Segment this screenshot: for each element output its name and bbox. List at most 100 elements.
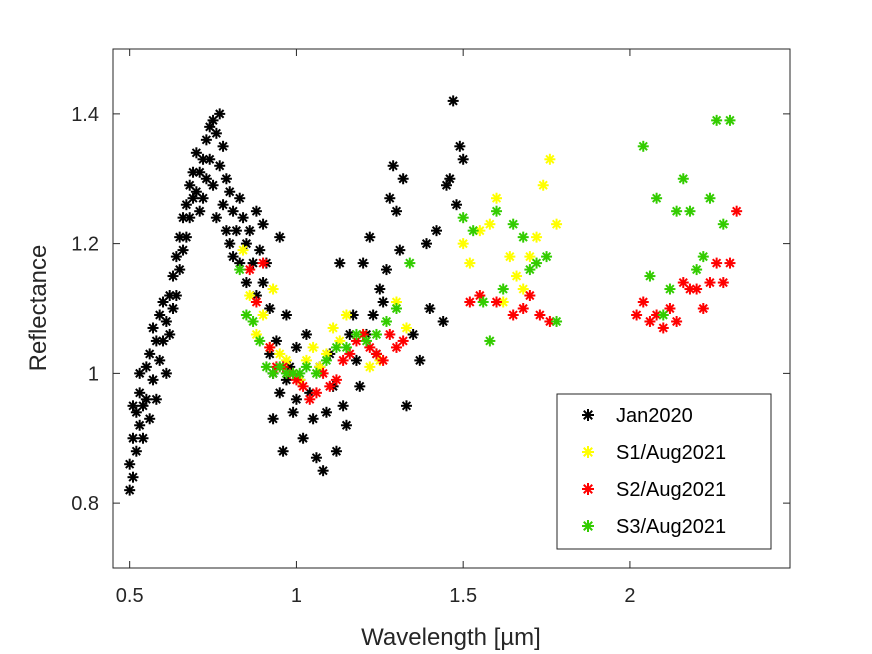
data-point (300, 328, 312, 340)
data-point (227, 251, 239, 263)
data-point (370, 348, 382, 360)
data-point (244, 225, 256, 237)
data-point (397, 173, 409, 185)
data-point (407, 328, 419, 340)
data-point (200, 173, 212, 185)
data-point (207, 114, 219, 126)
y-axis-label: Reflectance (25, 245, 52, 372)
data-point (264, 303, 276, 314)
data-point (484, 335, 496, 347)
data-point (400, 400, 412, 412)
data-point (504, 251, 516, 263)
data-point (227, 205, 239, 217)
data-point (704, 277, 716, 289)
data-point (731, 205, 743, 217)
data-point (257, 218, 269, 230)
data-point (310, 367, 322, 379)
data-point (210, 127, 222, 139)
data-point (257, 309, 269, 321)
data-point (194, 205, 206, 217)
series-1 (124, 95, 469, 496)
data-point (234, 264, 246, 276)
data-point (330, 341, 342, 353)
data-point (254, 335, 266, 347)
data-point (390, 341, 402, 353)
data-point (290, 341, 302, 353)
data-point (551, 315, 563, 327)
data-point (234, 192, 246, 204)
data-point (444, 173, 456, 185)
data-point (637, 296, 649, 308)
data-point (264, 341, 276, 353)
data-point (274, 387, 286, 399)
data-point (467, 225, 479, 237)
x-tick-label: 2 (624, 585, 635, 607)
data-point (334, 257, 346, 269)
data-point (644, 270, 656, 282)
data-point (304, 393, 316, 405)
legend-label: Jan2020 (616, 405, 693, 427)
data-point (651, 192, 663, 204)
data-point (491, 205, 503, 217)
data-point (214, 160, 226, 172)
data-point (267, 367, 279, 379)
data-point (214, 108, 226, 120)
data-point (387, 160, 399, 172)
data-point (380, 315, 392, 327)
x-tick-label: 1 (291, 585, 302, 607)
data-point (200, 134, 212, 146)
data-point (524, 251, 536, 263)
data-point (330, 445, 342, 457)
data-point (717, 277, 729, 289)
data-point (124, 484, 136, 496)
data-point (454, 140, 466, 152)
data-point (677, 173, 689, 185)
data-point (664, 283, 676, 295)
data-point (190, 186, 202, 198)
data-point (711, 114, 723, 126)
data-point (174, 264, 186, 276)
data-point (167, 303, 179, 314)
data-point (220, 225, 232, 237)
data-point (717, 218, 729, 230)
data-point (307, 341, 319, 353)
data-point (157, 335, 169, 347)
data-point (677, 277, 689, 289)
data-point (134, 419, 146, 431)
data-point (297, 380, 309, 392)
y-tick-label: 1.4 (71, 104, 99, 126)
data-point (711, 257, 723, 269)
data-point (497, 296, 509, 308)
data-point (177, 212, 189, 224)
data-point (240, 277, 252, 289)
data-point (147, 374, 159, 386)
data-point (704, 192, 716, 204)
data-point (390, 303, 402, 314)
data-point (144, 413, 156, 425)
x-tick-label: 1.5 (449, 585, 477, 607)
data-point (220, 173, 232, 185)
data-point (517, 283, 529, 295)
data-point (531, 257, 543, 269)
data-point (137, 432, 149, 444)
data-point (167, 270, 179, 282)
legend-marker (582, 520, 594, 532)
data-point (140, 393, 152, 405)
legend-marker (582, 446, 594, 458)
data-point (340, 419, 352, 431)
data-point (484, 218, 496, 230)
data-point (160, 367, 172, 379)
data-point (230, 225, 242, 237)
data-point (497, 283, 509, 295)
data-point (294, 367, 306, 379)
data-point (290, 393, 302, 405)
data-point (724, 114, 736, 126)
data-point (657, 309, 669, 321)
data-point (394, 244, 406, 256)
data-point (517, 231, 529, 243)
data-point (287, 406, 299, 418)
data-point (360, 335, 372, 347)
data-point (451, 199, 463, 211)
data-point (320, 406, 332, 418)
data-point (190, 147, 202, 159)
